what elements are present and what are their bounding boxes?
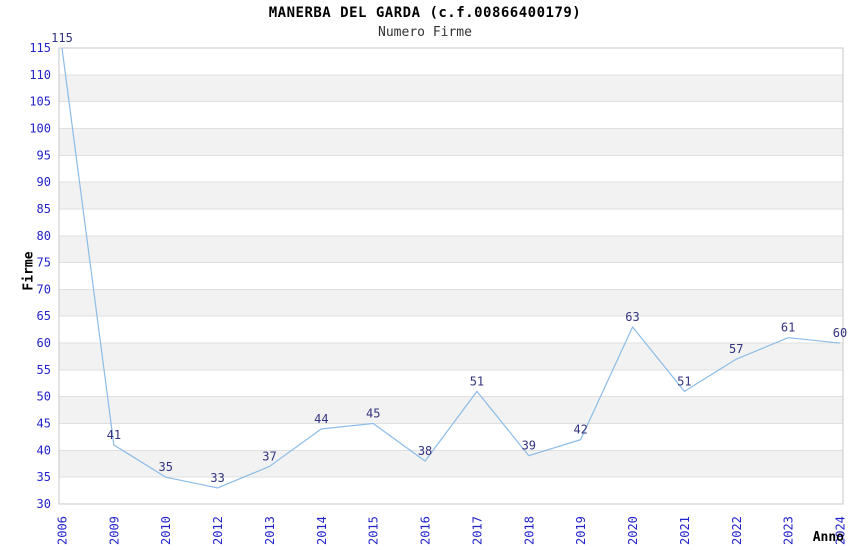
y-tick-label: 65 — [37, 309, 51, 323]
plot-band — [59, 208, 843, 236]
y-tick-label: 110 — [29, 68, 51, 82]
y-tick-label: 70 — [37, 282, 51, 296]
x-tick-label: 2010 — [159, 516, 173, 545]
plot-band — [59, 262, 843, 290]
point-label: 57 — [729, 342, 743, 356]
plot-band — [59, 316, 843, 344]
y-tick-label: 75 — [37, 256, 51, 270]
x-tick-label: 2009 — [107, 516, 121, 545]
x-tick-label: 2021 — [678, 516, 692, 545]
plot-band — [59, 450, 843, 478]
plot-band — [59, 423, 843, 451]
x-tick-label: 2012 — [211, 516, 225, 545]
x-axis-label: Anno — [812, 530, 844, 545]
point-label: 39 — [522, 439, 536, 453]
x-tick-label: 2013 — [263, 516, 277, 545]
plot-band — [59, 48, 843, 75]
plot-band — [59, 155, 843, 183]
x-tick-label: 2006 — [56, 516, 70, 545]
plot-band — [59, 235, 843, 263]
y-tick-label: 45 — [37, 417, 51, 431]
y-tick-label: 80 — [37, 229, 51, 243]
y-tick-label: 85 — [37, 202, 51, 216]
y-tick-label: 50 — [37, 390, 51, 404]
point-label: 38 — [418, 444, 432, 458]
point-label: 51 — [677, 374, 691, 388]
x-tick-label: 2020 — [626, 516, 640, 545]
y-tick-label: 55 — [37, 363, 51, 377]
y-tick-label: 95 — [37, 148, 51, 162]
y-tick-label: 115 — [29, 41, 51, 55]
point-label: 44 — [314, 412, 328, 426]
point-label: 35 — [159, 460, 173, 474]
y-tick-label: 30 — [37, 497, 51, 511]
y-tick-label: 35 — [37, 470, 51, 484]
point-label: 41 — [107, 428, 121, 442]
x-tick-label: 2022 — [730, 516, 744, 545]
x-tick-label: 2017 — [470, 516, 484, 545]
y-tick-label: 100 — [29, 121, 51, 135]
page-title: MANERBA DEL GARDA (c.f.00866400179) — [268, 5, 582, 21]
point-label: 61 — [781, 321, 795, 335]
y-tick-label: 40 — [37, 443, 51, 457]
point-label: 37 — [262, 449, 276, 463]
y-tick-label: 105 — [29, 95, 51, 109]
plot-band — [59, 182, 843, 209]
plot-band — [59, 343, 843, 370]
x-tick-label: 2014 — [315, 516, 329, 545]
chart-subtitle: Numero Firme — [378, 25, 472, 40]
point-label: 45 — [366, 407, 380, 421]
x-tick-label: 2024 — [834, 516, 848, 545]
point-label: 42 — [573, 423, 587, 437]
point-label: 60 — [833, 326, 847, 340]
x-tick-label: 2015 — [367, 516, 381, 545]
x-tick-label: 2019 — [574, 516, 588, 545]
x-tick-label: 2018 — [522, 516, 536, 545]
plot-band — [59, 128, 843, 156]
point-label: 115 — [51, 31, 73, 45]
plot-border — [58, 47, 844, 505]
plot-band — [59, 369, 843, 397]
x-tick-label: 2023 — [782, 516, 796, 545]
plot-band — [59, 289, 843, 317]
plot-band — [59, 101, 843, 129]
point-label: 33 — [210, 471, 224, 485]
plot-band — [59, 74, 843, 102]
x-tick-label: 2016 — [419, 516, 433, 545]
y-tick-label: 60 — [37, 336, 51, 350]
y-tick-label: 90 — [37, 175, 51, 189]
plot-band — [59, 396, 843, 424]
data-line — [61, 47, 841, 489]
plot-band — [59, 477, 843, 504]
point-label: 51 — [470, 374, 484, 388]
point-label: 63 — [625, 310, 639, 324]
